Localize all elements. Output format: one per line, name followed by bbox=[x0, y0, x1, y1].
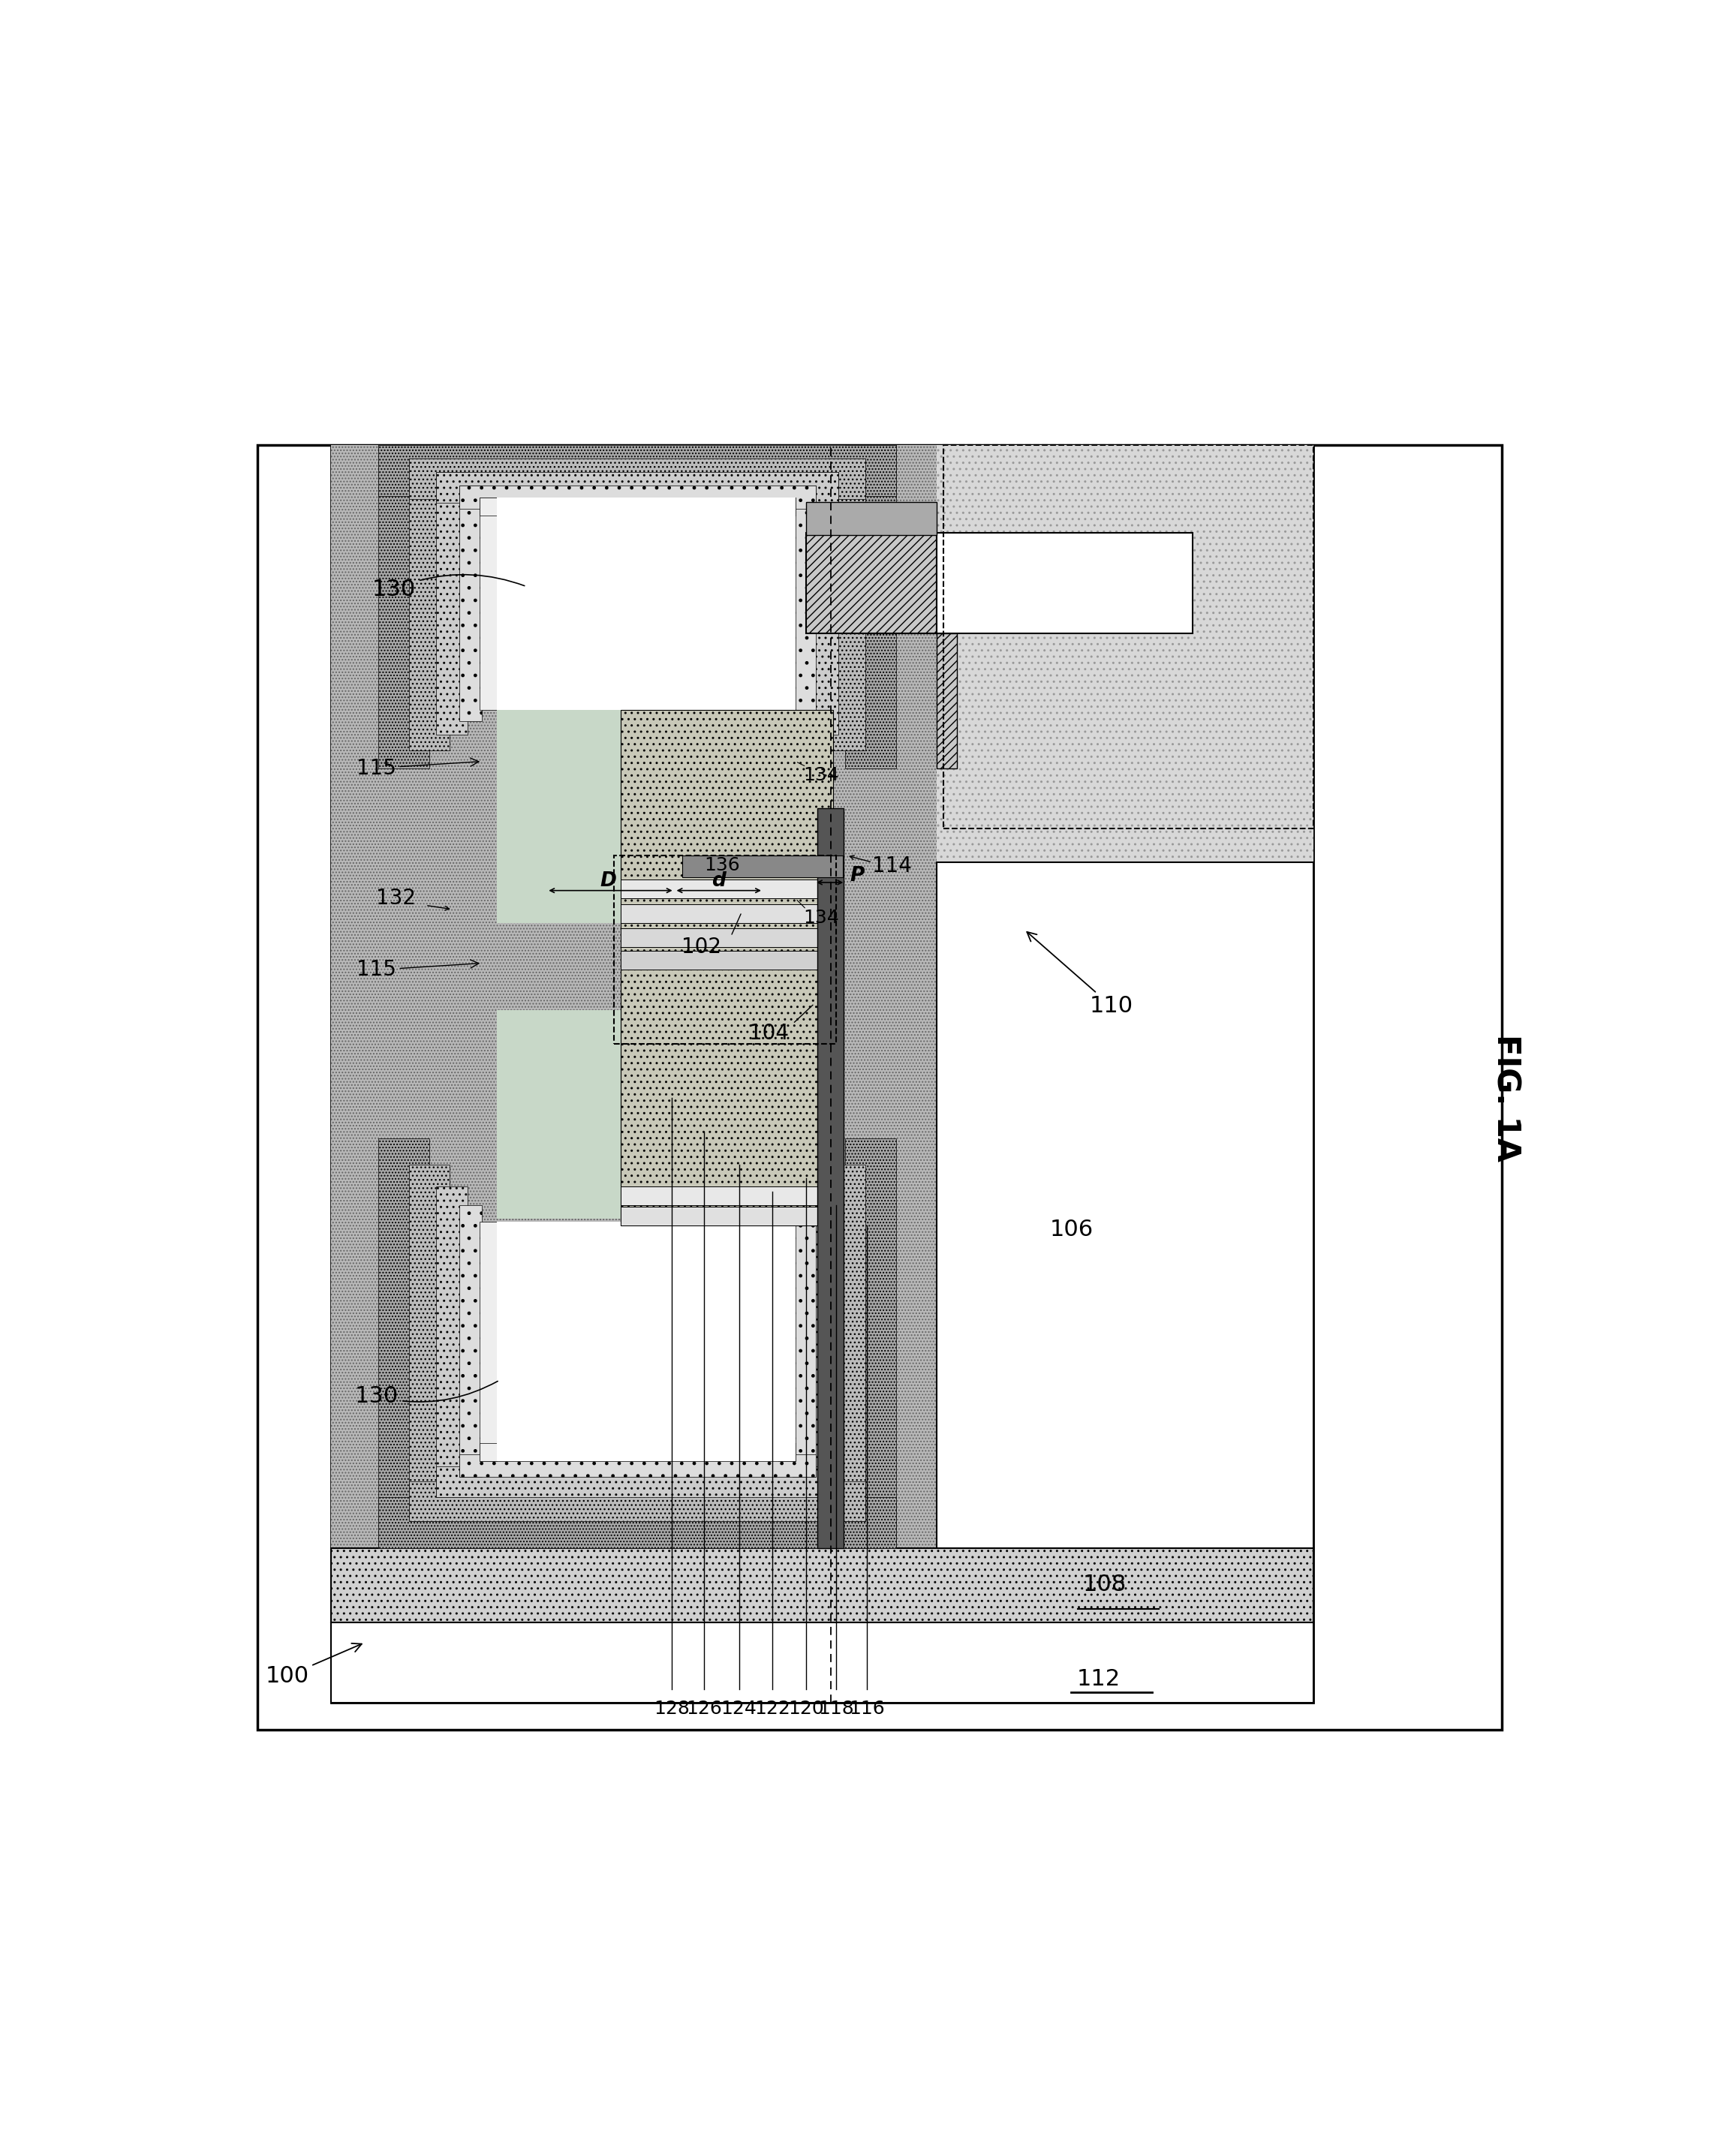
Bar bbox=[332, 444, 937, 1548]
Bar bbox=[621, 880, 830, 900]
Text: 115: 115 bbox=[356, 960, 479, 981]
Text: 124: 124 bbox=[720, 1700, 757, 1718]
Bar bbox=[845, 1138, 896, 1548]
Text: 104: 104 bbox=[748, 1022, 788, 1043]
Bar bbox=[621, 928, 830, 947]
Bar bbox=[806, 532, 937, 633]
Text: 134: 134 bbox=[804, 766, 840, 784]
Text: 110: 110 bbox=[1028, 932, 1134, 1018]
Bar bbox=[937, 444, 1314, 1548]
Bar bbox=[479, 1222, 496, 1460]
Bar bbox=[458, 1204, 483, 1477]
Bar bbox=[410, 459, 450, 751]
Bar bbox=[937, 444, 1314, 1548]
Bar bbox=[937, 532, 1193, 633]
Bar bbox=[496, 1222, 795, 1460]
Text: 134: 134 bbox=[804, 908, 840, 928]
Text: 106: 106 bbox=[1050, 1219, 1094, 1241]
Text: 102: 102 bbox=[682, 936, 720, 958]
Bar bbox=[458, 485, 483, 721]
Text: 100: 100 bbox=[266, 1642, 361, 1688]
Bar bbox=[937, 633, 957, 769]
Bar bbox=[436, 472, 467, 734]
Text: d: d bbox=[712, 872, 726, 891]
Bar bbox=[621, 1207, 830, 1226]
Bar bbox=[615, 855, 837, 1043]
Text: 130: 130 bbox=[373, 575, 524, 599]
Bar bbox=[778, 1222, 795, 1460]
Text: 122: 122 bbox=[755, 1700, 790, 1718]
Bar bbox=[944, 444, 1314, 829]
Bar bbox=[845, 444, 896, 769]
Text: 130: 130 bbox=[354, 1381, 498, 1406]
Text: 128: 128 bbox=[654, 1700, 689, 1718]
Text: D: D bbox=[601, 872, 616, 891]
Bar bbox=[621, 1187, 830, 1204]
Bar bbox=[332, 1548, 1314, 1623]
Text: FIG. 1A: FIG. 1A bbox=[1489, 1035, 1522, 1162]
Bar bbox=[436, 1466, 838, 1496]
Bar bbox=[807, 472, 838, 734]
Bar bbox=[378, 1496, 896, 1548]
Bar bbox=[496, 1011, 795, 1219]
Bar bbox=[378, 444, 429, 769]
Bar bbox=[682, 855, 842, 878]
Bar bbox=[410, 1481, 866, 1522]
Bar bbox=[496, 498, 795, 711]
Text: P: P bbox=[851, 865, 865, 885]
Bar bbox=[378, 1138, 429, 1548]
Bar bbox=[332, 444, 1314, 1703]
Text: 114: 114 bbox=[871, 857, 911, 876]
Bar bbox=[378, 444, 896, 496]
Text: 136: 136 bbox=[705, 857, 740, 874]
Text: 108: 108 bbox=[1083, 1574, 1127, 1595]
Bar bbox=[806, 502, 937, 535]
Text: 118: 118 bbox=[818, 1700, 854, 1718]
Bar bbox=[479, 498, 795, 515]
Text: 112: 112 bbox=[1076, 1668, 1120, 1690]
Text: 120: 120 bbox=[788, 1700, 825, 1718]
Bar bbox=[410, 459, 866, 498]
Bar bbox=[621, 951, 830, 970]
Text: 115: 115 bbox=[356, 758, 479, 779]
Bar bbox=[479, 1443, 795, 1460]
Bar bbox=[778, 498, 795, 711]
Bar bbox=[458, 485, 816, 509]
Text: 132: 132 bbox=[377, 889, 417, 908]
Bar bbox=[410, 1166, 450, 1522]
Bar bbox=[818, 809, 844, 1548]
Bar bbox=[793, 1204, 816, 1477]
Text: 116: 116 bbox=[849, 1700, 885, 1718]
Bar bbox=[825, 1166, 866, 1522]
Bar bbox=[436, 472, 838, 502]
Bar bbox=[621, 711, 833, 1226]
Bar bbox=[496, 711, 795, 923]
Bar bbox=[332, 1623, 1314, 1703]
Text: 126: 126 bbox=[686, 1700, 722, 1718]
Bar bbox=[458, 1454, 816, 1477]
Bar bbox=[793, 485, 816, 721]
Bar bbox=[807, 1187, 838, 1496]
Bar bbox=[937, 863, 1314, 1548]
Bar bbox=[621, 904, 830, 923]
Bar bbox=[825, 459, 866, 751]
Bar bbox=[332, 444, 937, 1548]
Bar bbox=[479, 498, 496, 711]
Bar bbox=[436, 1187, 467, 1496]
